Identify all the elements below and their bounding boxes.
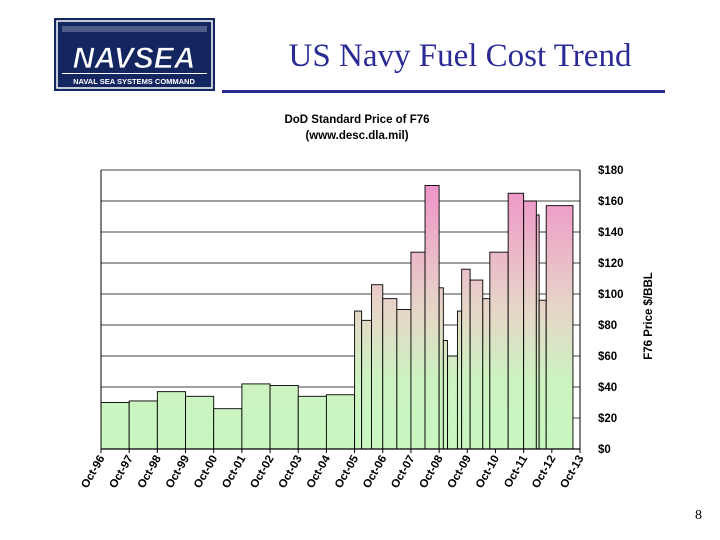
price-bar [507, 192, 525, 450]
axes [100, 170, 581, 453]
x-tick-label: Oct-12 [530, 454, 558, 491]
x-tick-label: Oct-02 [248, 454, 276, 491]
price-bar [545, 205, 574, 450]
bars [100, 185, 574, 450]
price-bar [213, 408, 243, 450]
price-bar [371, 284, 384, 450]
x-tick-label: Oct-10 [474, 454, 502, 491]
x-tick-label: Oct-00 [192, 454, 220, 491]
title-underline [222, 90, 665, 93]
price-bar [424, 185, 440, 450]
slide-title: US Navy Fuel Cost Trend [288, 38, 632, 74]
x-tick-labels: Oct-96 Oct-97 Oct-98 Oct-99 Oct-00 Oct-01 Oct-… [79, 453, 586, 491]
logo-wordmark: NAVSEA [73, 42, 196, 75]
x-tick-label: Oct-08 [417, 453, 446, 491]
price-bar [354, 310, 363, 450]
price-bar [438, 287, 444, 450]
page-number: 8 [695, 508, 702, 523]
y-tick-label: $140 [598, 227, 624, 239]
navsea-logo: NAVSEA NAVAL SEA SYSTEMS COMMAND [54, 18, 215, 91]
price-bar [489, 251, 509, 450]
price-bar [128, 400, 158, 450]
price-bar [185, 395, 215, 450]
x-tick-label: Oct-07 [389, 454, 417, 491]
y-tick-label: $40 [598, 382, 617, 394]
logo-tagline: NAVAL SEA SYSTEMS COMMAND [73, 77, 195, 86]
x-tick-label: Oct-99 [164, 454, 192, 491]
price-bar [361, 319, 372, 450]
y-axis-label: F76 Price $/BBL [643, 272, 655, 360]
x-tick-label: Oct-96 [79, 454, 107, 491]
x-tick-label: Oct-06 [361, 454, 389, 491]
y-tick-label: $20 [598, 413, 617, 425]
x-tick-label: Oct-97 [107, 454, 135, 491]
x-tick-label: Oct-03 [277, 454, 305, 491]
price-bar [100, 402, 130, 450]
x-tick-label: Oct-09 [446, 454, 474, 491]
y-tick-label: $60 [598, 351, 617, 363]
price-bar [442, 340, 449, 450]
y-tick-label: $120 [598, 258, 624, 270]
price-bar [297, 395, 327, 450]
y-tick-label: $0 [598, 444, 611, 456]
price-bar [523, 200, 537, 450]
price-bar [461, 268, 471, 450]
y-tick-label: $100 [598, 289, 624, 301]
price-bar [325, 394, 356, 450]
y-tick-label: $180 [598, 165, 624, 177]
y-tick-label: $80 [598, 320, 617, 332]
price-bar [447, 355, 458, 450]
x-tick-label: Oct-13 [558, 454, 586, 491]
price-bar [382, 298, 398, 450]
x-tick-label: Oct-05 [333, 453, 362, 491]
x-tick-label: Oct-01 [220, 453, 249, 491]
price-bar [456, 310, 463, 450]
y-tick-label: $160 [598, 196, 624, 208]
price-bar [482, 298, 491, 450]
price-bar [396, 309, 412, 450]
x-tick-label: Oct-98 [136, 453, 165, 491]
price-bar [410, 251, 426, 450]
chart-subtitle: (www.desc.dla.mil) [305, 130, 408, 142]
price-bar [469, 279, 484, 450]
y-tick-labels: $0 $20 $40 $60 $80 $100 $120 $140 $160 $180 [598, 165, 624, 456]
price-bar [269, 385, 299, 450]
price-bar [538, 299, 547, 450]
price-bar [156, 391, 186, 450]
price-bar [241, 383, 271, 450]
x-tick-label: Oct-11 [502, 453, 530, 490]
chart-title: DoD Standard Price of F76 [284, 114, 429, 126]
x-tick-label: Oct-04 [305, 453, 334, 491]
